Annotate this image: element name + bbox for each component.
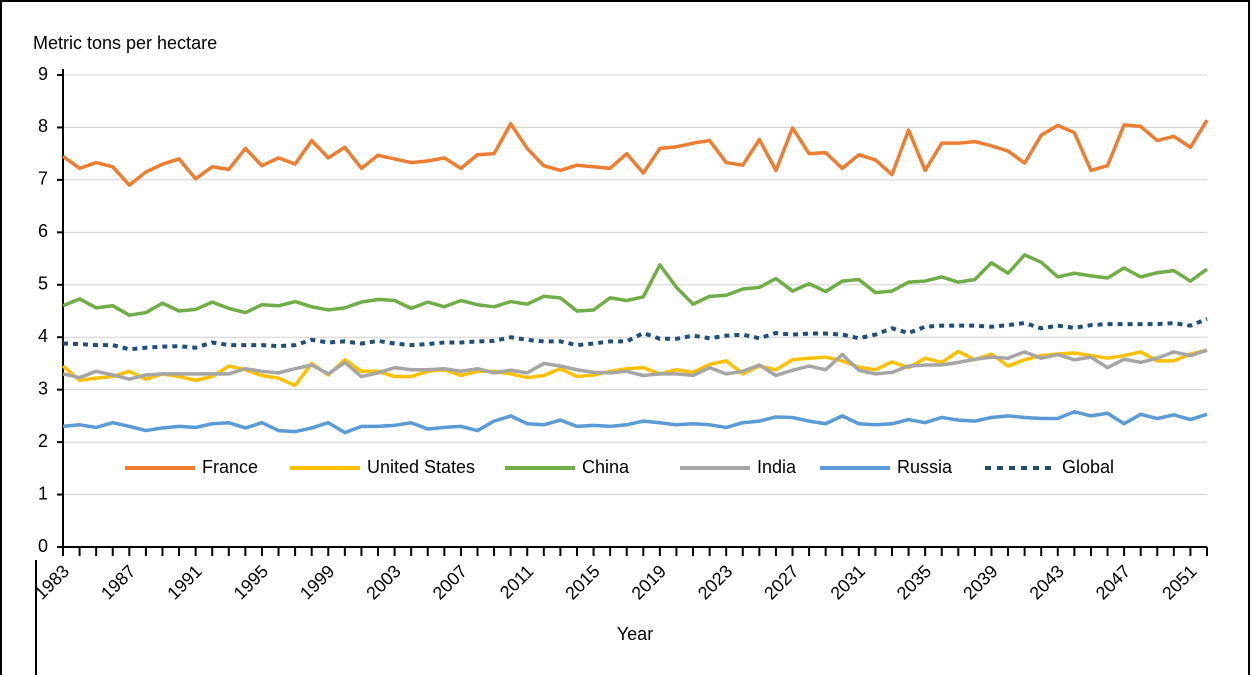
x-tick-label: 1983 xyxy=(31,561,73,603)
series-line xyxy=(61,119,1209,187)
x-tick-label: 2007 xyxy=(429,561,471,603)
x-tick-label: 2039 xyxy=(959,561,1001,603)
legend-label: Russia xyxy=(897,457,953,477)
legend-label: France xyxy=(202,457,258,477)
legend-label: United States xyxy=(367,457,475,477)
y-axis-title: Metric tons per hectare xyxy=(33,33,217,53)
x-tick-label: 1991 xyxy=(163,561,205,603)
legend-label: India xyxy=(757,457,797,477)
x-tick-label: 2043 xyxy=(1026,561,1068,603)
x-tick-label: 1987 xyxy=(97,561,139,603)
series-line xyxy=(62,253,1209,317)
y-tick-label: 5 xyxy=(38,274,48,294)
x-tick-label: 2003 xyxy=(362,561,404,603)
y-tick-label: 9 xyxy=(38,64,48,84)
x-tick-label: 2051 xyxy=(1158,561,1200,603)
y-tick-label: 3 xyxy=(38,378,48,398)
series-line xyxy=(62,317,1208,352)
x-tick-label: 2011 xyxy=(496,561,538,603)
x-tick-label: 2031 xyxy=(827,561,869,603)
series-line xyxy=(61,348,1208,388)
x-tick-label: 2047 xyxy=(1092,561,1134,603)
series-line xyxy=(62,348,1208,381)
y-tick-label: 2 xyxy=(38,431,48,451)
x-axis-title: Year xyxy=(617,624,653,644)
x-tick-label: 2027 xyxy=(760,561,802,603)
y-tick-label: 1 xyxy=(38,483,48,503)
y-tick-label: 7 xyxy=(38,169,48,189)
x-tick-label: 2035 xyxy=(893,561,935,603)
y-tick-label: 4 xyxy=(38,326,48,346)
x-tick-label: 1999 xyxy=(296,561,338,603)
x-tick-label: 2023 xyxy=(694,561,736,603)
series-line xyxy=(62,409,1208,435)
legend-label: Global xyxy=(1062,457,1114,477)
y-tick-label: 8 xyxy=(38,116,48,136)
x-tick-label: 1995 xyxy=(230,561,272,603)
y-tick-label: 6 xyxy=(38,221,48,241)
y-tick-label: 0 xyxy=(38,536,48,556)
x-tick-label: 2019 xyxy=(628,561,670,603)
legend-label: China xyxy=(582,457,630,477)
x-tick-label: 2015 xyxy=(561,561,603,603)
